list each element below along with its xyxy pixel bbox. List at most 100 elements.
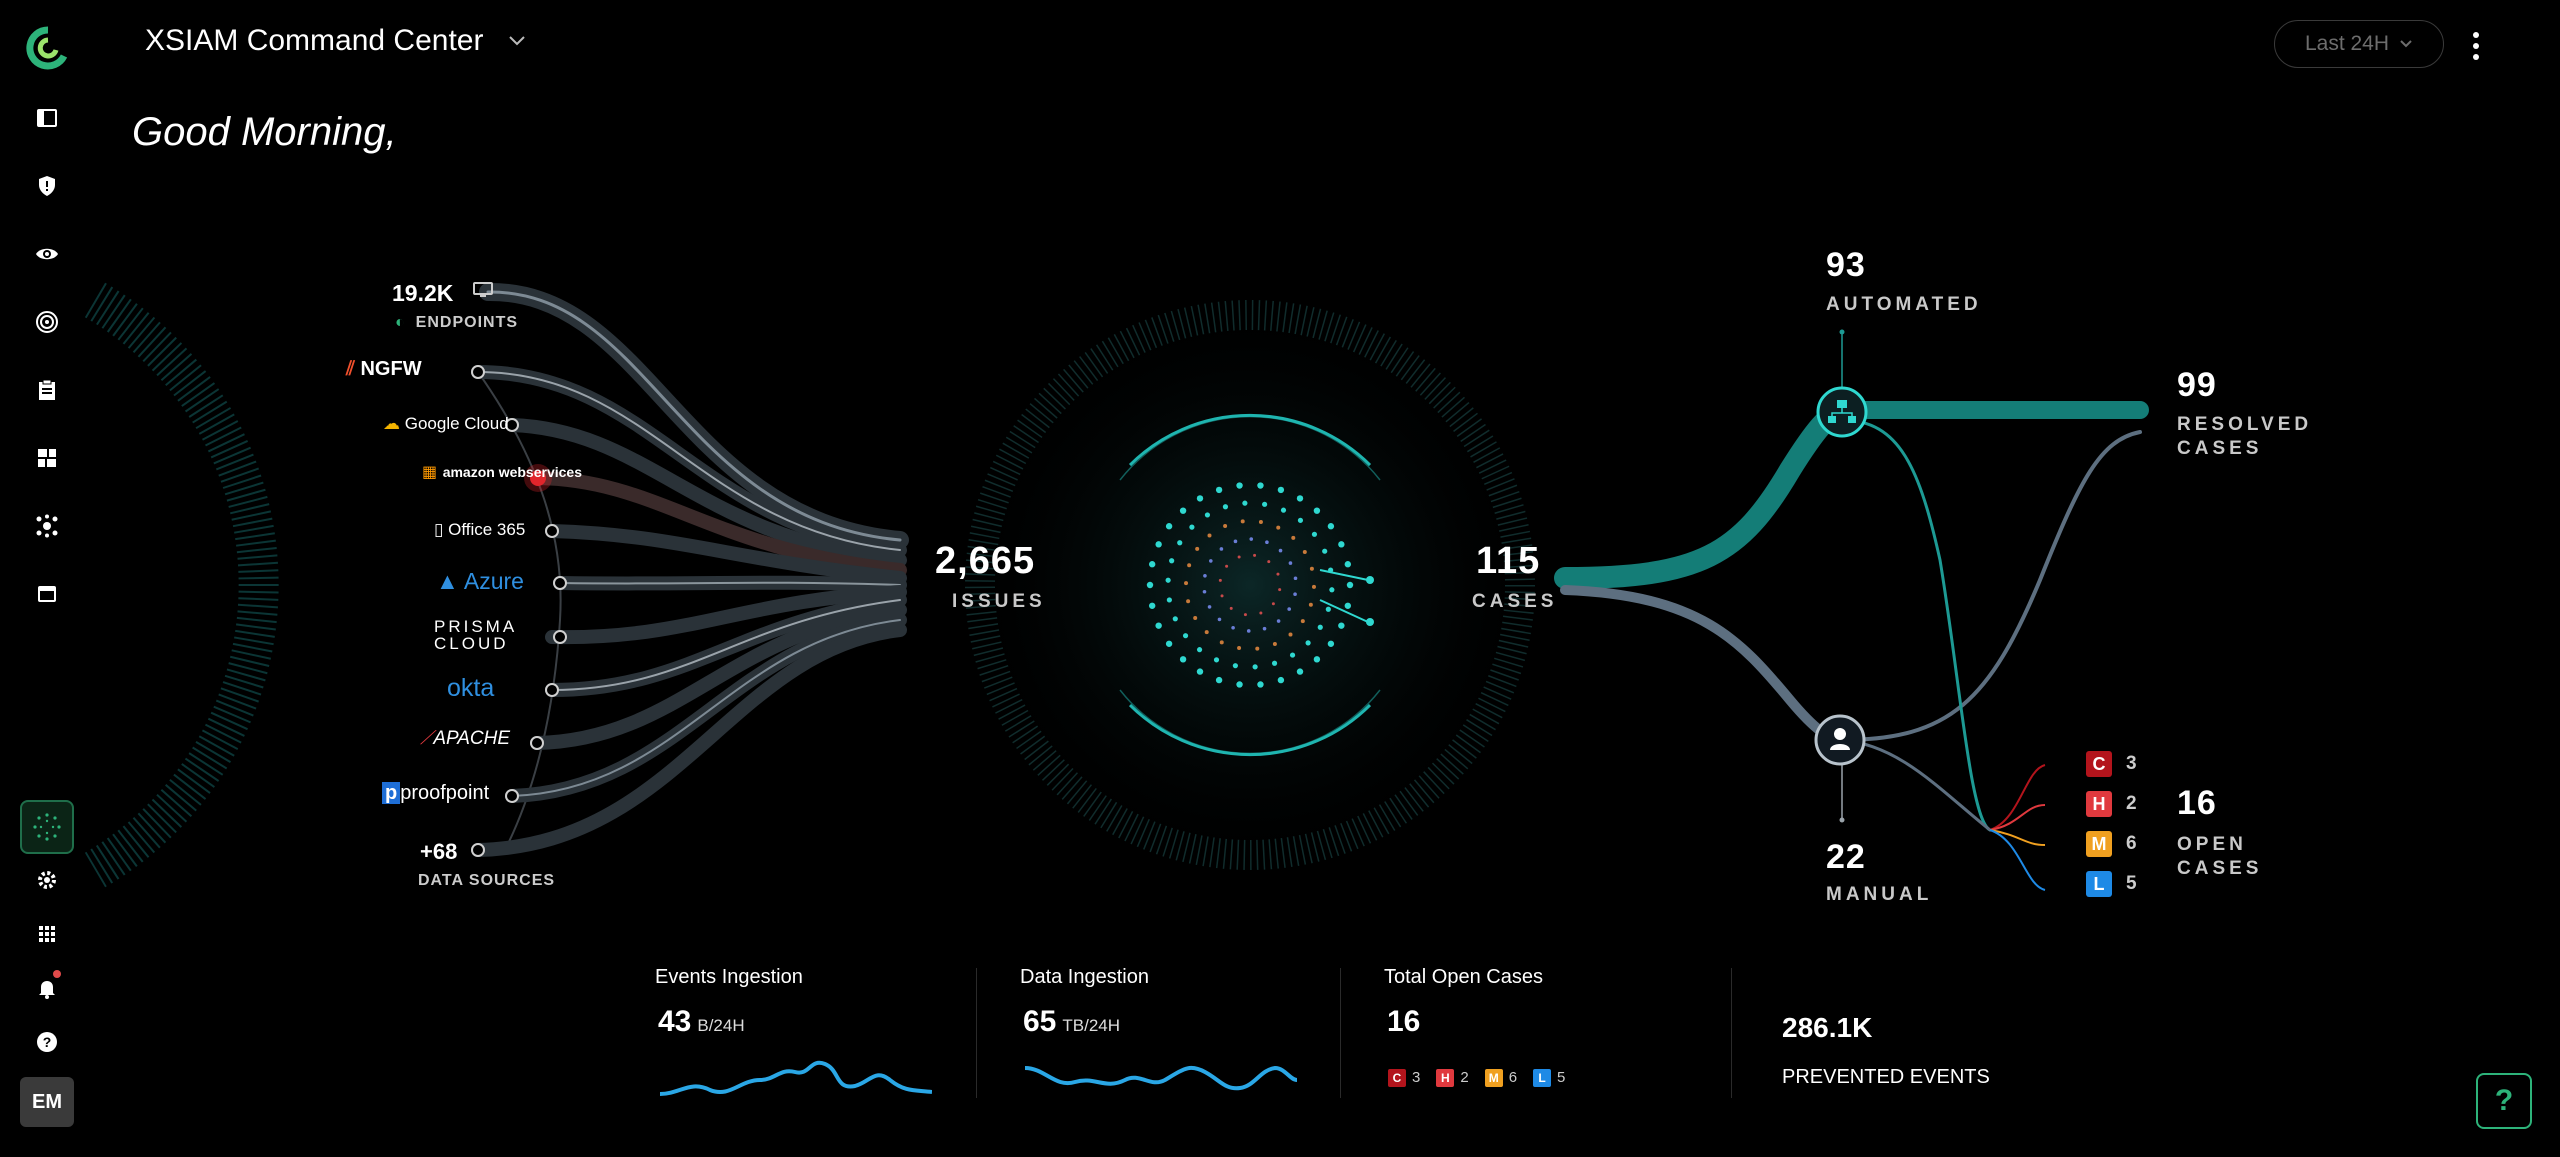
source-prisma-cloud[interactable]: PRISMA CLOUD bbox=[434, 618, 544, 652]
left-decorative-arc bbox=[84, 282, 279, 888]
mini-badge-count: 3 bbox=[1412, 1069, 1421, 1086]
sphere-dot bbox=[1277, 676, 1285, 684]
sphere-dot bbox=[1233, 539, 1238, 544]
sphere-dot bbox=[1219, 547, 1224, 551]
source-apache[interactable]: ⟋APACHE bbox=[420, 728, 510, 750]
sphere-dot bbox=[1196, 647, 1203, 653]
target-icon[interactable] bbox=[27, 302, 67, 342]
sphere-dot bbox=[1305, 640, 1311, 646]
sphere-dot bbox=[1325, 606, 1331, 612]
bell-icon[interactable] bbox=[27, 968, 67, 1008]
source-ngfw[interactable]: ⫽ NGFW bbox=[346, 358, 422, 381]
dashboard-title[interactable]: XSIAM Command Center bbox=[145, 24, 484, 57]
sphere-dot bbox=[1215, 486, 1223, 494]
sphere-dot bbox=[1165, 640, 1173, 647]
clipboard-icon[interactable] bbox=[27, 370, 67, 410]
mini-badge-count: 5 bbox=[1557, 1069, 1566, 1086]
mini-badge-letter: H bbox=[1436, 1069, 1455, 1087]
settings-icon[interactable] bbox=[27, 860, 67, 900]
eye-icon[interactable] bbox=[27, 234, 67, 274]
user-avatar[interactable]: EM bbox=[20, 1077, 74, 1127]
sphere-dot bbox=[1148, 561, 1156, 568]
sphere-dot bbox=[1253, 553, 1257, 557]
sphere-dot bbox=[1169, 558, 1175, 564]
sphere-dot bbox=[1262, 626, 1267, 631]
sphere-dot bbox=[1189, 524, 1195, 530]
azure-icon: ▲ bbox=[436, 568, 459, 594]
sphere-dot bbox=[1217, 617, 1222, 622]
cortex-logo-icon[interactable] bbox=[26, 26, 70, 70]
prevented-events-value: 286.1K bbox=[1782, 1012, 1873, 1043]
source-aws[interactable]: ▦ amazon webservices bbox=[422, 462, 582, 482]
time-range-dropdown[interactable]: Last 24H bbox=[2274, 20, 2444, 68]
issues-value: 2,665 bbox=[935, 540, 1036, 582]
sphere-dot bbox=[1223, 524, 1228, 529]
sphere-dot bbox=[1172, 616, 1178, 622]
sphere-dot bbox=[1327, 640, 1335, 647]
sphere-dot bbox=[1257, 482, 1264, 489]
inbox-icon[interactable] bbox=[27, 574, 67, 614]
sphere-dot bbox=[1148, 602, 1156, 609]
severity-fanout bbox=[1989, 764, 2046, 891]
events-ingestion-value: 43 B/24H bbox=[658, 1005, 745, 1039]
azure-label: Azure bbox=[463, 568, 524, 594]
data-ingestion-value: 65 TB/24H bbox=[1023, 1005, 1120, 1039]
events-sparkline bbox=[660, 1060, 932, 1096]
sphere-dot bbox=[1271, 660, 1278, 666]
card-divider bbox=[976, 968, 977, 1098]
sphere-dot bbox=[1165, 523, 1173, 530]
sphere-dot bbox=[1317, 624, 1323, 630]
source-office365[interactable]: ▯ Office 365 bbox=[434, 520, 525, 540]
notification-dot bbox=[53, 970, 61, 978]
sphere-dot bbox=[1302, 549, 1307, 554]
severity-badge: C bbox=[2086, 751, 2112, 777]
sphere-dot bbox=[1236, 482, 1243, 489]
command-center-active-icon[interactable] bbox=[20, 800, 74, 854]
sphere-dot bbox=[1155, 622, 1162, 629]
source-okta[interactable]: okta bbox=[447, 674, 495, 702]
mini-badge-letter: C bbox=[1388, 1069, 1406, 1087]
events-ingestion-title: Events Ingestion bbox=[655, 966, 803, 988]
source-azure[interactable]: ▲ Azure bbox=[436, 568, 524, 595]
sphere-dot bbox=[1257, 681, 1264, 688]
sphere-dot bbox=[1207, 533, 1212, 538]
network-icon[interactable] bbox=[27, 506, 67, 546]
source-proofpoint[interactable]: p proofpoint bbox=[382, 782, 489, 805]
chevron-down-icon[interactable] bbox=[506, 34, 528, 53]
widgets-icon[interactable] bbox=[27, 438, 67, 478]
aws-label: amazon webservices bbox=[442, 464, 582, 480]
sphere-dot bbox=[1196, 668, 1204, 675]
shield-icon[interactable] bbox=[27, 166, 67, 206]
sphere-dot bbox=[1229, 606, 1233, 610]
help-icon[interactable]: ? bbox=[27, 1022, 67, 1062]
sphere-dot bbox=[1237, 555, 1241, 559]
more-sources-count: +68 bbox=[420, 839, 458, 864]
apps-grid-icon[interactable] bbox=[27, 914, 67, 954]
sphere-dot bbox=[1344, 602, 1352, 609]
open-label-line1: OPEN bbox=[2177, 834, 2247, 855]
time-range-label: Last 24H bbox=[2304, 32, 2390, 55]
sphere-dot bbox=[1293, 592, 1297, 597]
sphere-dot bbox=[1165, 577, 1171, 583]
sphere-dot bbox=[1311, 531, 1318, 537]
sphere-dot bbox=[1297, 517, 1304, 523]
severity-count: 5 bbox=[2126, 873, 2137, 894]
card-divider bbox=[1340, 968, 1341, 1098]
source-google-cloud[interactable]: ☁ Google Cloud bbox=[383, 414, 509, 434]
sphere-dot bbox=[1195, 546, 1200, 551]
manual-label: MANUAL bbox=[1826, 884, 1933, 905]
more-options-icon[interactable] bbox=[2466, 28, 2486, 64]
google-cloud-icon: ☁ bbox=[383, 414, 400, 433]
help-chat-button[interactable]: ? bbox=[2476, 1073, 2532, 1129]
sphere-dot bbox=[1322, 548, 1328, 554]
dashboard-icon[interactable] bbox=[27, 98, 67, 138]
proofpoint-label: proofpoint bbox=[400, 782, 490, 804]
severity-badge: L bbox=[2086, 871, 2112, 897]
sphere-dot bbox=[1237, 646, 1242, 651]
sphere-dot bbox=[1288, 632, 1293, 637]
